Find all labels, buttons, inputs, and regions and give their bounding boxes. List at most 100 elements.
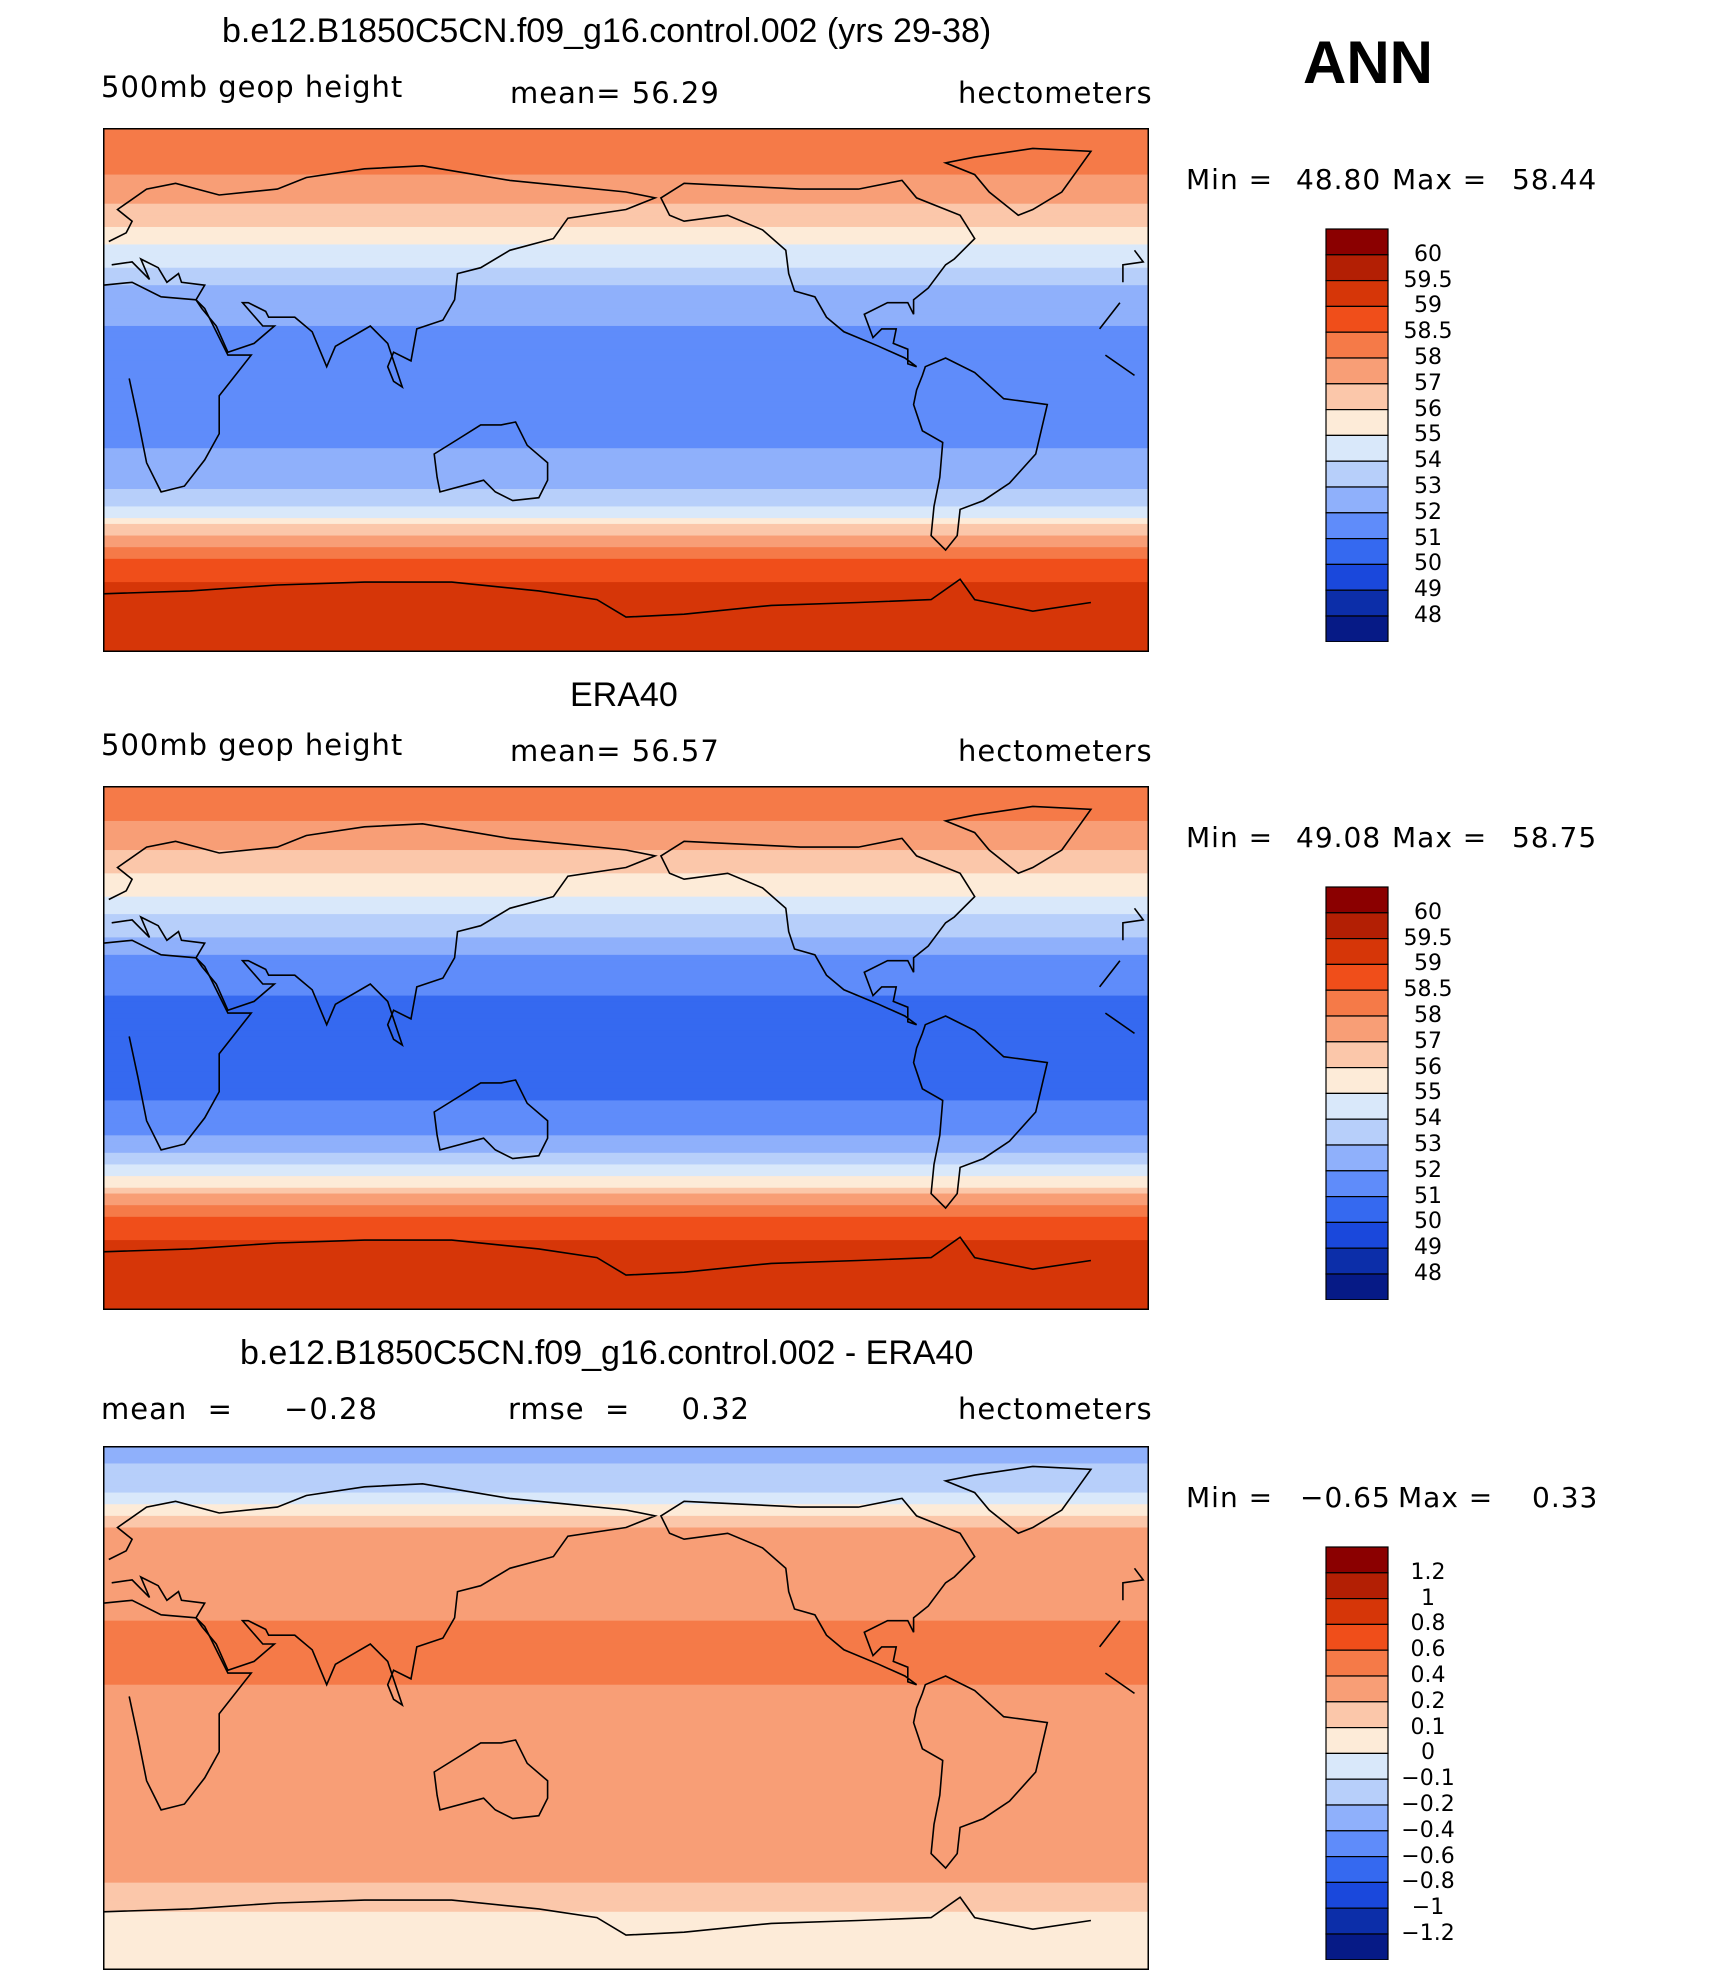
coastline-samerica xyxy=(912,357,1049,552)
coastline-samerica xyxy=(912,1675,1049,1870)
colorbar-tick-label: 0.4 xyxy=(1410,1663,1446,1688)
zonal-band xyxy=(103,954,1149,962)
zonal-band xyxy=(103,1245,1149,1253)
colorbar-box xyxy=(1325,383,1389,411)
colorbar-tick-label: −0.1 xyxy=(1401,1766,1455,1792)
colorbar-box xyxy=(1325,1067,1389,1095)
zonal-band xyxy=(103,1275,1149,1282)
zonal-band xyxy=(103,424,1149,432)
colorbar-box xyxy=(1325,1778,1389,1806)
zonal-band xyxy=(103,605,1149,612)
colorbar-box xyxy=(1325,1701,1389,1729)
colorbar-box xyxy=(1325,1830,1389,1858)
zonal-band xyxy=(103,296,1149,304)
zonal-band xyxy=(103,1048,1149,1055)
colorbar-box xyxy=(1325,1221,1389,1249)
zonal-band xyxy=(103,355,1149,362)
zonal-band xyxy=(103,1544,1149,1552)
colorbar-tick-label: −0.8 xyxy=(1401,1869,1455,1895)
zonal-band xyxy=(103,1911,1149,1919)
zonal-band xyxy=(103,1894,1149,1901)
zonal-band xyxy=(103,896,1149,904)
colorbar-box xyxy=(1325,486,1389,514)
zonal-band xyxy=(103,547,1149,554)
panel2-min-value: 49.08 xyxy=(1296,821,1382,854)
zonal-band xyxy=(103,1958,1149,1965)
zonal-band xyxy=(103,1222,1149,1230)
colorbar-tick-label: 59 xyxy=(1414,293,1442,319)
zonal-band xyxy=(103,1480,1149,1488)
zonal-band xyxy=(103,1515,1149,1523)
zonal-band xyxy=(103,1708,1149,1715)
colorbar-box xyxy=(1325,1144,1389,1172)
zonal-band xyxy=(103,1597,1149,1604)
zonal-band xyxy=(103,1106,1149,1113)
zonal-band xyxy=(103,1199,1149,1206)
zonal-band xyxy=(103,442,1149,449)
zonal-band xyxy=(103,197,1149,205)
zonal-band xyxy=(103,1158,1149,1166)
zonal-band xyxy=(103,395,1149,403)
colorbar-tick-label: 52 xyxy=(1414,1157,1442,1183)
zonal-band xyxy=(103,599,1149,607)
zonal-band xyxy=(103,506,1149,513)
panel2-min-label: Min = xyxy=(1186,821,1274,854)
panel1-mean-label: mean= 56.29 xyxy=(510,76,720,110)
colorbar-tick-label: 60 xyxy=(1414,899,1442,925)
zonal-band xyxy=(103,1446,1149,1453)
season-label: ANN xyxy=(1303,29,1433,96)
colorbar-tick-label: −0.2 xyxy=(1401,1792,1455,1817)
zonal-band xyxy=(103,1946,1149,1954)
zonal-band xyxy=(103,587,1149,595)
zonal-band xyxy=(103,949,1149,956)
zonal-band xyxy=(103,1018,1149,1026)
zonal-band xyxy=(103,1772,1149,1779)
colorbar-box xyxy=(1325,1649,1389,1677)
panel1-units-label: hectometers xyxy=(958,76,1153,110)
colorbar-tick-label: 51 xyxy=(1414,1183,1442,1209)
colorbar-tick-label: 53 xyxy=(1414,1132,1442,1157)
zonal-band xyxy=(103,523,1149,531)
zonal-band xyxy=(103,844,1149,851)
zonal-band xyxy=(103,139,1149,147)
zonal-band xyxy=(103,1702,1149,1709)
colorbar-tick-label: 48 xyxy=(1414,603,1442,628)
zonal-band xyxy=(103,1094,1149,1101)
zonal-band xyxy=(103,1748,1149,1756)
zonal-band xyxy=(103,1929,1149,1936)
zonal-band xyxy=(103,1859,1149,1866)
colorbar-tick-label: 0.1 xyxy=(1410,1714,1446,1740)
panel1-min-value: 48.80 xyxy=(1296,163,1382,196)
colorbar-tick-label: 50 xyxy=(1414,1209,1442,1235)
zonal-band xyxy=(103,850,1149,857)
zonal-band xyxy=(103,826,1149,834)
zonal-band xyxy=(103,1626,1149,1633)
zonal-band xyxy=(103,1539,1149,1546)
zonal-band xyxy=(103,1088,1149,1096)
zonal-band xyxy=(103,366,1149,374)
zonal-band xyxy=(103,1876,1149,1884)
zonal-band xyxy=(103,1486,1149,1494)
zonal-band xyxy=(103,483,1149,490)
zonal-band xyxy=(103,1304,1149,1310)
zonal-band xyxy=(103,343,1149,350)
zonal-band xyxy=(103,1013,1149,1020)
colorbar-box xyxy=(1325,1804,1389,1832)
colorbar-box xyxy=(1325,963,1389,991)
colorbar-tick-label: 0 xyxy=(1421,1740,1435,1766)
zonal-band xyxy=(103,436,1149,443)
colorbar-box xyxy=(1325,989,1389,1017)
colorbar-box xyxy=(1325,1015,1389,1043)
colorbar-box xyxy=(1325,305,1389,333)
zonal-band xyxy=(103,890,1149,898)
colorbar-box xyxy=(1325,512,1389,540)
zonal-band xyxy=(103,1865,1149,1872)
zonal-band xyxy=(103,1905,1149,1913)
zonal-band xyxy=(103,1205,1149,1212)
panel1-map xyxy=(103,128,1149,652)
colorbar-box xyxy=(1325,460,1389,488)
colorbar-tick-label: −1 xyxy=(1411,1895,1445,1921)
coastline-greenland xyxy=(942,1465,1093,1535)
zonal-band xyxy=(103,884,1149,892)
zonal-band xyxy=(103,1030,1149,1037)
